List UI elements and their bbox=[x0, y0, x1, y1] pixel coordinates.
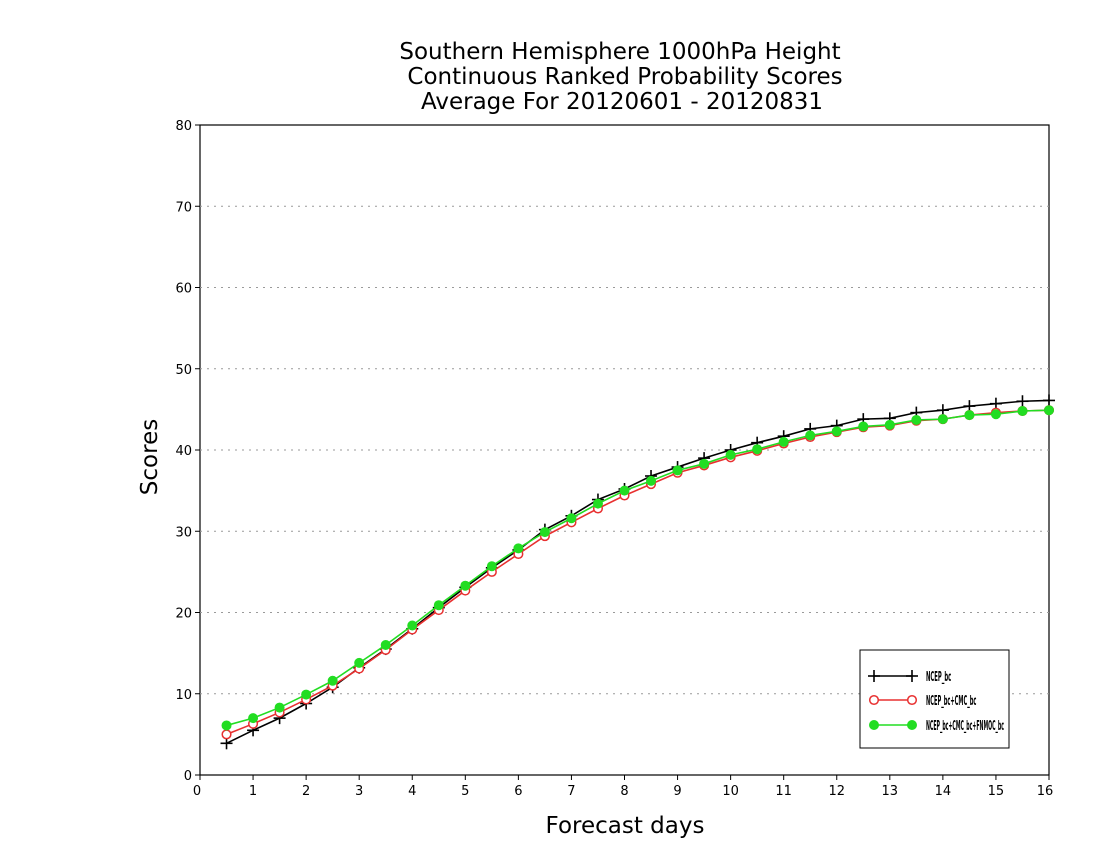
data-point bbox=[831, 426, 842, 437]
data-point bbox=[460, 580, 471, 591]
series-3 bbox=[221, 405, 1054, 731]
data-point bbox=[486, 561, 497, 572]
y-tick-label: 0 bbox=[184, 769, 192, 784]
data-point bbox=[248, 713, 259, 724]
x-axis: 0 1 2 3 4 5 6 7 8 9 10 11 12 13 14 15 16 bbox=[193, 775, 1053, 799]
x-tick-label: 15 bbox=[988, 784, 1005, 799]
y-tick-label: 60 bbox=[175, 282, 192, 297]
x-axis-label: Forecast days bbox=[546, 813, 705, 839]
y-tick-label: 50 bbox=[175, 363, 192, 378]
grid bbox=[200, 205, 1049, 695]
chart-title-line-3: Average For 20120601 - 20120831 bbox=[421, 89, 823, 115]
x-tick-label: 11 bbox=[775, 784, 792, 799]
y-axis-label: Scores bbox=[137, 419, 163, 495]
data-point bbox=[221, 720, 232, 731]
legend-label: NCEP_bc+CMC_bc bbox=[926, 694, 976, 709]
legend-item-3: NCEP_bc+CMC_bc+FNMOC_bc bbox=[869, 719, 1004, 734]
data-point bbox=[354, 657, 365, 668]
data-point bbox=[274, 702, 285, 713]
data-point bbox=[869, 720, 879, 730]
chart-title-line-1: Southern Hemisphere 1000hPa Height bbox=[399, 39, 840, 65]
data-point bbox=[566, 513, 577, 524]
series-group bbox=[220, 394, 1055, 750]
data-point bbox=[301, 689, 312, 700]
legend-item-1: NCEP_bc bbox=[868, 670, 951, 685]
data-point bbox=[964, 410, 975, 421]
y-tick-label: 10 bbox=[175, 688, 192, 703]
data-point bbox=[906, 694, 918, 706]
legend-box bbox=[859, 649, 1010, 749]
chart-title-line-2: Continuous Ranked Probability Scores bbox=[407, 64, 842, 90]
data-point bbox=[1017, 406, 1028, 416]
x-tick-label: 1 bbox=[249, 784, 257, 799]
data-point bbox=[407, 620, 418, 631]
y-tick-label: 40 bbox=[175, 444, 192, 459]
legend-item-2: NCEP_bc+CMC_bc bbox=[868, 694, 976, 709]
data-point bbox=[1043, 394, 1055, 407]
data-point bbox=[619, 485, 630, 496]
data-point bbox=[433, 600, 444, 611]
x-tick-label: 5 bbox=[461, 784, 469, 799]
data-point bbox=[513, 543, 524, 554]
legend-label: NCEP_bc+CMC_bc+FNMOC_bc bbox=[926, 719, 1004, 734]
y-tick-label: 70 bbox=[175, 200, 192, 215]
data-point bbox=[937, 414, 948, 425]
data-point bbox=[907, 720, 917, 730]
data-point bbox=[380, 640, 391, 650]
data-point bbox=[858, 421, 869, 432]
data-point bbox=[592, 498, 603, 509]
x-tick-label: 9 bbox=[673, 784, 681, 799]
data-point bbox=[221, 729, 232, 740]
data-point bbox=[646, 475, 657, 486]
x-tick-label: 13 bbox=[882, 784, 899, 799]
legend-label: NCEP_bc bbox=[926, 670, 951, 685]
x-tick-label: 14 bbox=[935, 784, 952, 799]
data-point bbox=[990, 409, 1001, 420]
data-point bbox=[868, 670, 880, 682]
data-point bbox=[1016, 395, 1029, 408]
data-point bbox=[752, 444, 763, 455]
data-point bbox=[868, 694, 880, 706]
data-point bbox=[699, 458, 710, 469]
data-point bbox=[911, 414, 922, 425]
x-tick-label: 4 bbox=[408, 784, 416, 799]
x-tick-label: 10 bbox=[722, 784, 739, 799]
x-tick-label: 12 bbox=[828, 784, 845, 799]
data-point bbox=[539, 527, 550, 538]
data-point bbox=[327, 675, 338, 686]
x-tick-label: 0 bbox=[193, 784, 201, 799]
x-tick-label: 2 bbox=[302, 784, 310, 799]
data-point bbox=[778, 436, 789, 447]
data-point bbox=[1044, 405, 1054, 416]
x-tick-label: 8 bbox=[620, 784, 628, 799]
data-point bbox=[672, 465, 683, 476]
data-point bbox=[906, 670, 918, 682]
x-tick-label: 3 bbox=[355, 784, 363, 799]
data-point bbox=[805, 430, 816, 441]
y-tick-label: 20 bbox=[175, 607, 192, 622]
data-point bbox=[725, 449, 736, 460]
y-tick-label: 80 bbox=[175, 119, 192, 134]
x-tick-label: 6 bbox=[514, 784, 522, 799]
y-tick-label: 30 bbox=[175, 525, 192, 540]
x-tick-label: 7 bbox=[567, 784, 575, 799]
y-axis: 0 10 20 30 40 50 60 70 80 bbox=[175, 119, 200, 784]
legend: NCEP_bc NCEP_bc+CMC_bc NCEP_bc+CMC_bc+FNMO… bbox=[859, 649, 1010, 749]
data-point bbox=[884, 419, 895, 430]
x-tick-label: 16 bbox=[1037, 784, 1054, 799]
